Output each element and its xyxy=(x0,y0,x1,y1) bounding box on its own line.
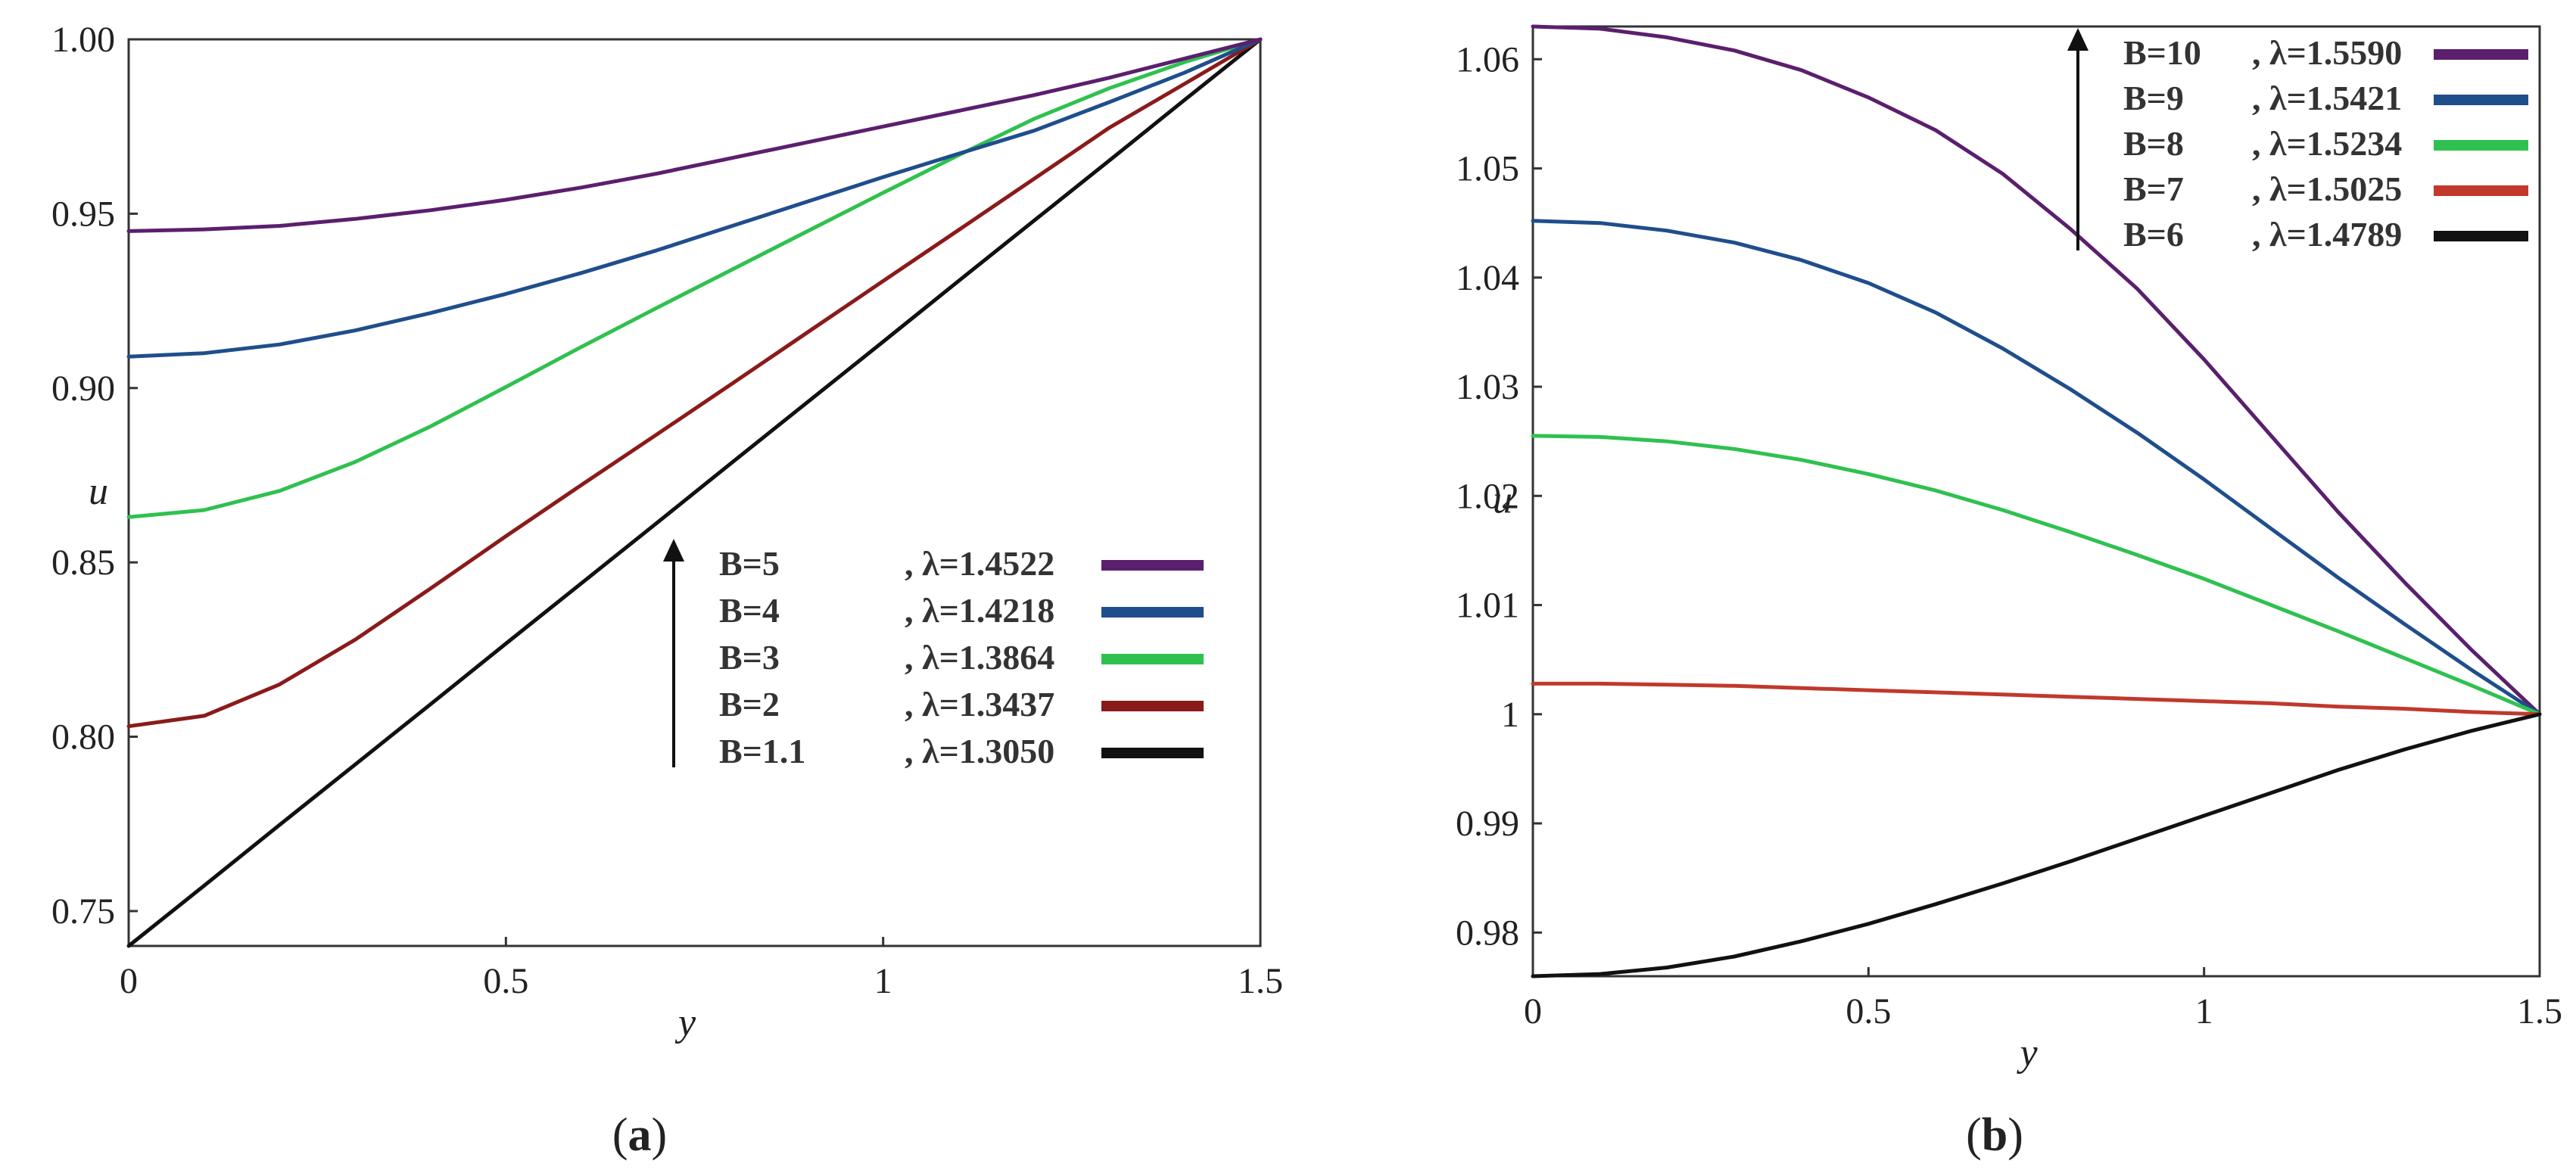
x-tick-label: 1 xyxy=(2195,991,2213,1031)
y-tick-label: 1.04 xyxy=(1456,258,1519,298)
x-tick-label: 0 xyxy=(120,961,138,1001)
series-line-3 xyxy=(1531,681,2542,717)
legend-swatch xyxy=(1101,701,1204,711)
x-tick-label: 1 xyxy=(874,961,892,1001)
x-tick-label: 1.5 xyxy=(1238,961,1283,1001)
legend-entry-lambda: , λ=1.3437 xyxy=(905,685,1054,723)
plot-frame xyxy=(127,38,1262,947)
y-tick-label: 1.03 xyxy=(1456,367,1519,407)
legend-entry-name: B=2 xyxy=(719,685,780,723)
chart-panel-a: 0 0.5 1 1.5 0.75 0.80 0.85 0.90 0.95 1.00 y u B=5 , λ… xyxy=(51,20,1283,1044)
legend-swatch xyxy=(1101,560,1204,571)
y-tick-label: 0.95 xyxy=(51,194,115,234)
legend-swatch xyxy=(1101,607,1204,618)
legend-entry-name: B=3 xyxy=(719,638,780,677)
series-line-0 xyxy=(126,37,1263,948)
x-tick-label: 0 xyxy=(1524,991,1542,1031)
y-axis-label: u xyxy=(89,470,108,513)
y-tick-label: 1.01 xyxy=(1456,586,1519,626)
x-axis-label: y xyxy=(2016,1031,2038,1075)
legend-entry-name: B=7 xyxy=(2123,170,2184,208)
legend-swatch xyxy=(2434,140,2528,151)
y-tick-label: 0.99 xyxy=(1456,804,1519,844)
series-line-2 xyxy=(1531,434,2542,717)
y-tick-label: 1.02 xyxy=(1456,476,1519,516)
legend-entry-name: B=9 xyxy=(2123,79,2184,117)
legend-entry-lambda: , λ=1.5025 xyxy=(2252,170,2402,208)
legend-entry-name: B=10 xyxy=(2123,33,2201,72)
legend-entry-lambda: , λ=1.5234 xyxy=(2252,124,2402,163)
x-axis-label: y xyxy=(674,1001,696,1044)
legend-swatch xyxy=(1101,654,1204,664)
y-tick-label: 0.75 xyxy=(51,891,115,932)
series-line-3 xyxy=(126,37,1263,359)
y-tick-label: 0.85 xyxy=(51,543,115,583)
plot-frame xyxy=(1531,25,2541,978)
legend-arrow-head xyxy=(2067,28,2089,51)
chart-panel-b: 0 0.5 1 1.5 0.98 0.99 1 1.01 1.02 1.03 1.04 1.05 1.0… xyxy=(1456,24,2562,1075)
legend-entry-lambda: , λ=1.5590 xyxy=(2252,33,2402,72)
legend-swatch xyxy=(2434,49,2528,60)
series-line-4 xyxy=(1531,712,2542,978)
series-line-0 xyxy=(1531,24,2542,717)
x-tick-label: 0.5 xyxy=(1846,991,1891,1031)
legend-entry-name: B=1.1 xyxy=(719,732,805,770)
panel-label-a: (a) xyxy=(612,1109,667,1161)
y-tick-label: 1.06 xyxy=(1456,39,1519,79)
y-axis-label: u xyxy=(1493,479,1512,522)
series-line-1 xyxy=(1531,219,2542,717)
legend-swatch xyxy=(1101,748,1204,758)
legend-arrow-head xyxy=(663,539,684,562)
y-tick-label: 1.05 xyxy=(1456,149,1519,189)
legend-swatch xyxy=(2434,95,2528,105)
y-tick-label: 0.90 xyxy=(51,369,115,409)
legend-entry-lambda: , λ=1.4218 xyxy=(905,591,1054,630)
series-line-2 xyxy=(126,37,1263,519)
legend-entry-name: B=5 xyxy=(719,544,780,583)
legend-swatch xyxy=(2434,185,2528,196)
x-tick-label: 0.5 xyxy=(483,961,528,1001)
legend-entry-name: B=4 xyxy=(719,591,780,630)
legend-entry-lambda: , λ=1.3050 xyxy=(905,732,1054,770)
legend-entry-lambda: , λ=1.3864 xyxy=(905,638,1054,677)
legend-entry-name: B=6 xyxy=(2123,215,2184,254)
x-tick-label: 1.5 xyxy=(2517,991,2562,1031)
series-line-4 xyxy=(126,37,1263,233)
legend-entry-lambda: , λ=1.5421 xyxy=(2252,79,2402,117)
legend-entry-lambda: , λ=1.4522 xyxy=(905,544,1054,583)
y-tick-label: 1 xyxy=(1501,695,1519,735)
y-tick-label: 0.80 xyxy=(51,717,115,758)
panel-label-b: (b) xyxy=(1966,1109,2023,1161)
series-line-1 xyxy=(126,37,1263,729)
legend-swatch xyxy=(2434,231,2528,241)
legend-entry-lambda: , λ=1.4789 xyxy=(2252,215,2402,254)
y-tick-label: 0.98 xyxy=(1456,913,1519,953)
legend-entry-name: B=8 xyxy=(2123,124,2184,163)
y-tick-label: 1.00 xyxy=(51,20,115,60)
